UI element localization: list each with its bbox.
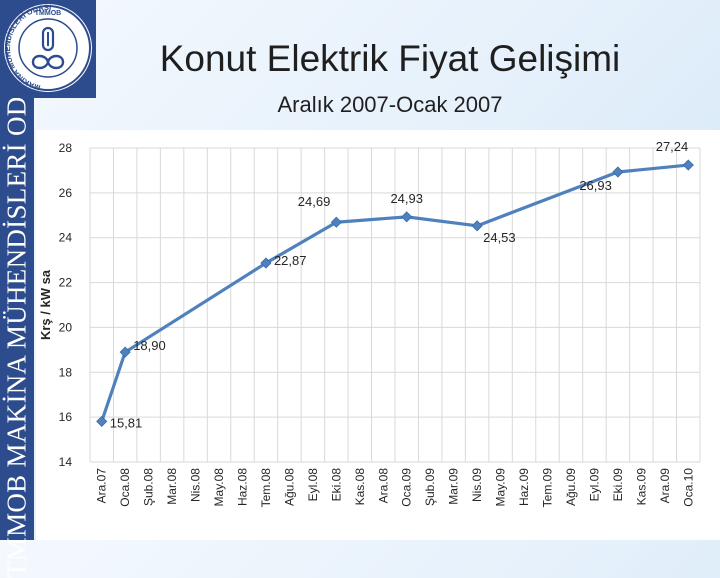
y-tick-label: 20 — [59, 320, 73, 334]
data-point-marker — [401, 211, 413, 223]
y-axis-label: Krş / kW sa — [38, 269, 53, 340]
data-point-marker — [119, 346, 131, 358]
y-tick-label: 26 — [59, 186, 73, 200]
line-chart: 14 16 18 20 22 24 26 28 Ara.07 Oca.08 Şub.08 Mar.08… — [36, 130, 720, 540]
data-point-marker — [330, 216, 342, 228]
y-tick-label: 22 — [59, 276, 73, 290]
x-tick-label: Oca.09 — [400, 468, 414, 507]
organization-logo: MAKİNA MÜHENDİSLERİ ODASI TMMOB — [0, 0, 96, 98]
x-tick-label: Ağu.08 — [282, 468, 296, 506]
x-tick-label: Nis.08 — [189, 468, 203, 502]
data-label: 26,93 — [579, 178, 612, 193]
data-label: 27,24 — [656, 139, 689, 154]
data-point-marker — [471, 220, 483, 232]
logo-top-text: TMMOB — [35, 10, 61, 17]
x-tick-label: Eyl.09 — [587, 468, 601, 502]
data-label: 24,69 — [298, 194, 331, 209]
series-line — [100, 163, 689, 422]
x-tick-label: Nis.09 — [470, 468, 484, 502]
y-tick-label: 24 — [59, 231, 73, 245]
data-label: 22,87 — [274, 253, 307, 268]
x-tick-label: Oca.10 — [681, 468, 695, 507]
x-tick-label: Ara.09 — [658, 468, 672, 504]
data-label: 18,90 — [133, 338, 166, 353]
x-tick-label: Haz.08 — [236, 468, 250, 506]
y-tick-label: 28 — [59, 141, 73, 155]
data-label: 24,53 — [483, 230, 516, 245]
x-tick-label: Tem.09 — [541, 468, 555, 508]
x-tick-label: May.09 — [494, 468, 508, 507]
data-point-marker — [96, 415, 108, 427]
x-tick-label: Şub.09 — [423, 468, 437, 506]
x-tick-label: Ağu.09 — [564, 468, 578, 506]
data-point-marker — [260, 257, 272, 269]
y-tick-label: 14 — [59, 455, 73, 469]
x-tick-label: Ara.08 — [376, 468, 390, 504]
slide-subtitle: Aralık 2007-Ocak 2007 — [277, 92, 503, 117]
x-tick-label: Kas.08 — [353, 468, 367, 506]
x-tick-label: Mar.08 — [165, 468, 179, 505]
data-label: 15,81 — [110, 415, 143, 430]
gear-infinity-icon — [31, 26, 65, 70]
x-tick-label: Şub.08 — [142, 468, 156, 506]
sidebar-org-name: TMMOB MAKİNA MÜHENDİSLERİ ODASI — [1, 51, 32, 578]
data-point-marker — [612, 166, 624, 178]
x-tick-label: Eyl.08 — [306, 468, 320, 502]
x-tick-label: Eki.08 — [329, 468, 343, 502]
slide-title: Konut Elektrik Fiyat Gelişimi — [159, 38, 621, 79]
x-tick-label: Eki.09 — [611, 468, 625, 502]
x-tick-label: Haz.09 — [517, 468, 531, 506]
data-label: 24,93 — [390, 191, 423, 206]
x-tick-label: Ara.07 — [95, 468, 109, 504]
y-tick-label: 18 — [59, 365, 73, 379]
x-tick-label: Oca.08 — [118, 468, 132, 507]
x-tick-label: Tem.08 — [259, 468, 273, 508]
x-tick-label: Kas.09 — [634, 468, 648, 506]
y-tick-label: 16 — [59, 410, 73, 424]
x-tick-label: May.08 — [212, 468, 226, 507]
chart-canvas: 14 16 18 20 22 24 26 28 Ara.07 Oca.08 Şub.08 Mar.08… — [38, 139, 701, 508]
x-tick-label: Mar.09 — [447, 468, 461, 505]
data-point-marker — [682, 159, 694, 171]
